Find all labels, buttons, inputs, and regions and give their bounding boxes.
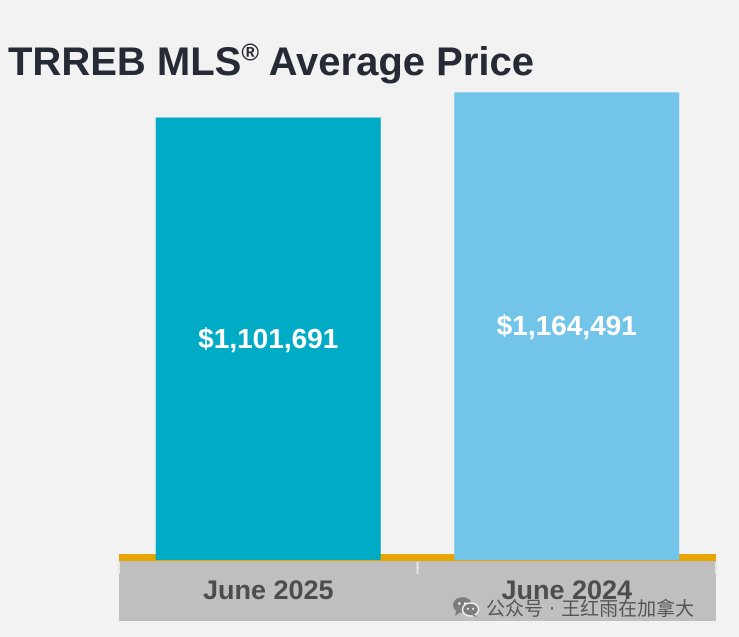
bar-2 (454, 92, 680, 560)
watermark-text: 公众号 · 王红雨在加拿大 (486, 597, 695, 620)
wechat-icon (453, 597, 480, 618)
registered-mark: ® (241, 39, 260, 67)
bar-1 (155, 117, 381, 560)
data-labels: $1,101,691 $1,164,491 (198, 310, 637, 354)
x-axis-tick (715, 562, 717, 574)
chart-title: TRREB MLS® Average Price (8, 40, 534, 84)
x-tick-label-2: June 2024 (501, 575, 632, 605)
x-tick-label-1: June 2025 (203, 575, 334, 605)
x-axis-tick (118, 562, 120, 574)
x-axis-tick (416, 562, 419, 574)
title-rest: Average Price (259, 40, 534, 84)
data-label-1: $1,101,691 (198, 323, 338, 354)
data-label-2: $1,164,491 (497, 310, 637, 341)
x-axis-ticks (118, 562, 717, 574)
x-axis-line (119, 554, 716, 561)
watermark: 公众号 · 王红雨在加拿大 (452, 594, 694, 620)
bars (155, 92, 680, 560)
x-tick-labels: June 2025 June 2024 (203, 575, 632, 605)
title-text: TRREB MLS (8, 40, 242, 84)
